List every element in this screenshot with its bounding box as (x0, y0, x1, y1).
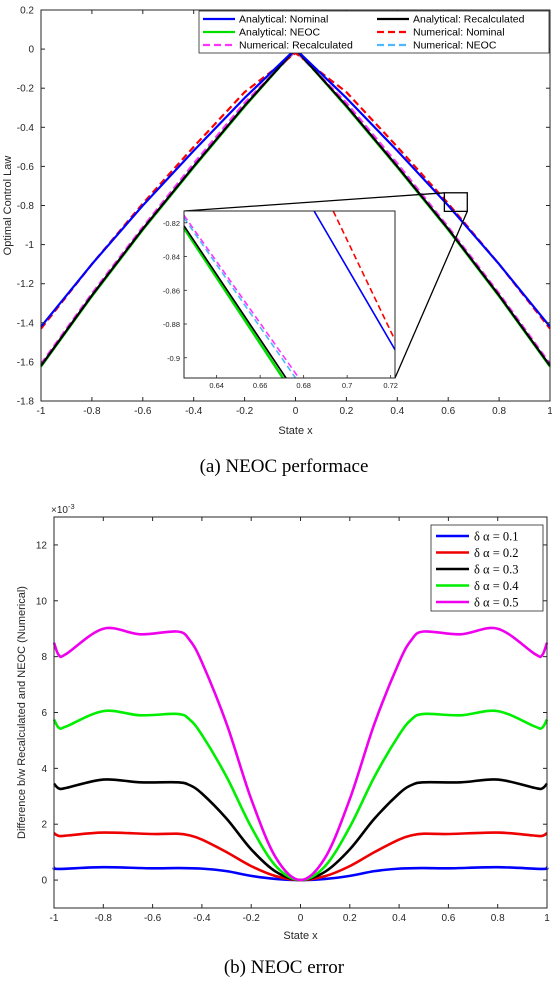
inset-y-tick-label: -0.84 (163, 253, 180, 262)
legend-label: Numerical: Nominal (413, 27, 505, 39)
chart-b-series (52, 626, 549, 882)
x-tick-label: 0.6 (441, 406, 455, 417)
x-tick-label: 0.4 (390, 406, 404, 417)
x-tick-label: -0.6 (144, 913, 162, 924)
legend-box (198, 10, 550, 54)
x-tick-label: -0.6 (134, 406, 152, 417)
legend-label: Analytical: Recalculated (413, 14, 525, 26)
x-tick-label: 0.2 (339, 406, 353, 417)
legend-label: Numerical: Recalculated (239, 40, 353, 52)
y-tick-label: 8 (41, 652, 47, 663)
y-tick-label: -0.6 (17, 162, 35, 173)
x-tick-label: -0.4 (193, 913, 211, 924)
chart-b-y-ticks: 12 10 8 6 4 2 0 (36, 540, 547, 887)
x-tick-label: -0.8 (83, 406, 101, 417)
zoom-connector-line (183, 192, 445, 212)
y-tick-label: -1.4 (17, 318, 35, 329)
inset-x-tick-label: 0.68 (296, 381, 311, 390)
multiplier-exponent: -3 (68, 502, 75, 511)
inset-y-tick-label: -0.9 (167, 354, 180, 363)
inset-x-tick-label: 0.64 (209, 381, 224, 390)
inset-series-line (183, 225, 287, 379)
x-tick-label: 1 (547, 406, 552, 417)
x-tick-label: 0 (298, 913, 304, 924)
inset-series-line (183, 214, 300, 379)
x-tick-label: 0.4 (392, 913, 406, 924)
chart-b-x-ticks: -1 -0.8 -0.6 -0.4 -0.2 0 0.2 0.4 0.6 0.8 1 (50, 517, 550, 924)
y-tick-label: 0 (28, 45, 34, 56)
inset-x-tick-label: 0.72 (383, 381, 398, 390)
y-tick-label: -0.2 (17, 84, 35, 95)
inset-series-line (182, 227, 285, 379)
legend-label: Analytical: NEOC (239, 27, 321, 39)
x-tick-label: -1 (37, 406, 46, 417)
caption-b: (b) NEOC error (224, 957, 345, 978)
inset-series (182, 210, 396, 379)
chart-a-x-axis-label: State x (278, 425, 313, 437)
series-line (40, 49, 551, 365)
y-tick-label: 2 (41, 820, 47, 831)
legend-label: δ α = 0.1 (474, 530, 519, 544)
x-tick-label: 1 (544, 913, 550, 924)
x-tick-label: 0.2 (343, 913, 357, 924)
inset-x-tick-label: 0.66 (253, 381, 268, 390)
chart-b-x-axis-label: State x (283, 930, 318, 942)
y-tick-label: 0 (41, 876, 47, 887)
x-tick-label: -0.4 (185, 406, 203, 417)
y-tick-label: 12 (36, 540, 48, 551)
chart-b-legend: δ α = 0.1 δ α = 0.2 δ α = 0.3 δ α = 0.4 δ α … (430, 524, 544, 612)
inset-series-line (183, 217, 297, 379)
legend-label: Analytical: Nominal (239, 14, 328, 26)
legend-label: δ α = 0.2 (474, 546, 519, 560)
inset-y-ticks: -0.82 -0.84 -0.86 -0.88 -0.9 (163, 219, 187, 363)
inset-series-line (313, 210, 396, 351)
y-tick-label: -1 (25, 240, 34, 251)
x-tick-label: -1 (50, 913, 59, 924)
zoom-inset: 0.64 0.66 0.68 0.7 0.72 -0.82 -0.84 -0.86 -0.88… (163, 210, 398, 390)
legend-label: δ α = 0.4 (474, 579, 519, 593)
x-tick-label: -0.2 (243, 913, 261, 924)
inset-y-tick-label: -0.82 (163, 219, 180, 228)
inset-background (184, 211, 395, 378)
zoom-region-box (443, 192, 468, 213)
x-tick-label: -0.8 (95, 913, 113, 924)
chart-b: -1 -0.8 -0.6 -0.4 -0.2 0 0.2 0.4 0.6 0.8 1 12 10 8 6 4… (16, 502, 550, 978)
zoom-connector-line (394, 211, 468, 379)
x-tick-label: 0.8 (491, 913, 505, 924)
chart-a-y-axis-label: Optimal Control Law (2, 156, 14, 256)
inset-axes-box (183, 210, 396, 379)
legend-label: δ α = 0.3 (474, 563, 519, 577)
chart-b-y-multiplier: ×10-3 (51, 502, 75, 516)
legend-label: δ α = 0.5 (474, 596, 519, 610)
x-tick-label: -0.2 (236, 406, 254, 417)
x-tick-label: 0.6 (441, 913, 455, 924)
y-tick-label: 6 (41, 708, 47, 719)
x-tick-label: 0.8 (492, 406, 506, 417)
inset-x-ticks: 0.64 0.66 0.68 0.7 0.72 (209, 375, 398, 390)
caption-a: (a) NEOC performace (200, 456, 369, 477)
inset-y-tick-label: -0.88 (163, 320, 180, 329)
x-tick-label: 0 (293, 406, 299, 417)
y-tick-label: 0.2 (20, 6, 34, 17)
y-tick-label: -0.8 (17, 201, 35, 212)
y-tick-label: -1.2 (17, 279, 35, 290)
multiplier-base: ×10 (51, 505, 68, 516)
chart-a: -1 -0.8 -0.6 -0.4 -0.2 0 0.2 0.4 0.6 0.8 1 0.2 0 -0.… (2, 6, 552, 478)
inset-y-tick-label: -0.86 (163, 286, 180, 295)
y-tick-label: -0.4 (17, 123, 35, 134)
y-tick-label: -1.6 (17, 357, 35, 368)
legend-label: Numerical: NEOC (413, 40, 497, 52)
series-line (52, 626, 549, 882)
chart-a-y-ticks: 0.2 0 -0.2 -0.4 -0.6 -0.8 -1 -1.2 -1.4 -1.6 -1.8 (17, 6, 550, 408)
chart-a-x-ticks: -1 -0.8 -0.6 -0.4 -0.2 0 0.2 0.4 0.6 0.8 1 (37, 10, 552, 417)
inset-series-line (332, 210, 396, 341)
y-tick-label: 10 (36, 596, 48, 607)
chart-b-y-axis-label: Difference b/w Recalculated and NEOC (Nu… (16, 586, 28, 839)
inset-x-tick-label: 0.7 (342, 381, 352, 390)
y-tick-label: 4 (41, 764, 47, 775)
y-tick-label: -1.8 (17, 397, 35, 408)
